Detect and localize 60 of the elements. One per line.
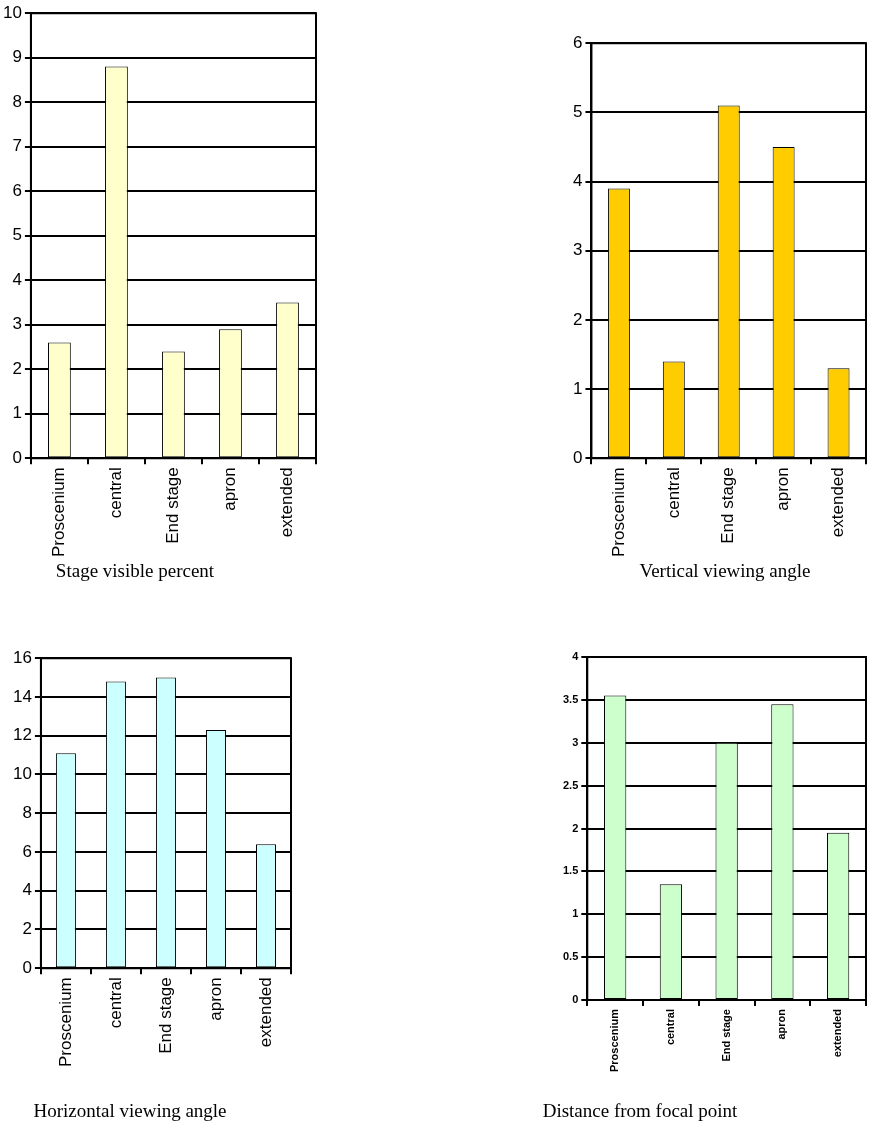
y-tick-label: 4 — [22, 880, 32, 900]
x-tick-label: apron — [205, 977, 225, 1021]
y-tick-label: 0 — [572, 993, 579, 1006]
y-tick-label: 2 — [22, 919, 32, 939]
y-tick-label: 3.5 — [562, 692, 579, 705]
y-tick-label: 8 — [22, 802, 32, 822]
y-tick-label: 4 — [12, 269, 22, 289]
x-tick-label: Proscenium — [608, 467, 628, 558]
y-tick-label: 1.5 — [562, 864, 579, 877]
x-tick-label: Proscenium — [608, 1008, 621, 1072]
x-tick-label: apron — [775, 1008, 788, 1040]
y-tick-label: 0 — [22, 957, 32, 977]
x-tick-label: Proscenium — [55, 977, 75, 1068]
x-tick-label: central — [105, 977, 125, 1029]
y-tick-label: 10 — [12, 764, 32, 784]
x-tick-label: apron — [220, 467, 240, 511]
y-tick-label: 6 — [22, 841, 32, 861]
y-tick-label: 14 — [12, 686, 32, 706]
y-tick-label: 6 — [12, 180, 22, 200]
y-tick-label: 5 — [12, 225, 22, 245]
x-tick-label: End stage — [155, 977, 175, 1054]
x-tick-label: extended — [831, 1009, 844, 1058]
y-tick-label: 2.5 — [562, 778, 579, 791]
text: Stage visible percent — [55, 560, 215, 582]
y-tick-label: 2 — [572, 309, 583, 329]
y-tick-label: 4 — [572, 171, 583, 191]
y-tick-label: 2 — [12, 358, 22, 378]
x-tick-label: extended — [828, 467, 848, 538]
text: Vertical viewing angle — [639, 560, 811, 582]
y-tick-label: 16 — [12, 647, 32, 667]
y-tick-label: 7 — [12, 136, 22, 156]
x-tick-label: End stage — [718, 467, 738, 544]
y-tick-label: 0.5 — [562, 950, 579, 963]
y-tick-label: 6 — [572, 32, 583, 52]
y-tick-label: 1 — [572, 378, 583, 398]
y-tick-label: 5 — [572, 102, 583, 122]
text: Distance from focal point — [542, 1100, 738, 1122]
x-tick-label: End stage — [163, 467, 183, 544]
y-tick-label: 4 — [572, 650, 580, 663]
y-tick-label: 10 — [2, 2, 22, 22]
y-tick-label: 3 — [572, 240, 583, 260]
y-tick-label: 2 — [572, 821, 579, 834]
y-tick-label: 9 — [12, 47, 22, 67]
y-tick-label: 3 — [572, 735, 579, 748]
y-tick-label: 12 — [12, 725, 32, 745]
x-tick-label: extended — [255, 977, 275, 1048]
x-tick-label: central — [663, 1009, 676, 1046]
x-tick-label: central — [663, 467, 683, 519]
y-tick-label: 3 — [12, 314, 22, 334]
y-tick-label: 1 — [572, 907, 579, 920]
y-tick-label: 0 — [572, 447, 583, 467]
x-tick-label: extended — [277, 467, 297, 538]
y-tick-label: 8 — [12, 91, 22, 111]
x-tick-label: apron — [773, 467, 793, 511]
x-tick-label: central — [106, 467, 126, 519]
y-tick-label: 1 — [12, 403, 22, 423]
text: Horizontal viewing angle — [33, 1100, 227, 1122]
y-tick-label: 0 — [12, 447, 22, 467]
x-tick-label: End stage — [719, 1009, 732, 1062]
x-tick-label: Proscenium — [49, 467, 69, 558]
